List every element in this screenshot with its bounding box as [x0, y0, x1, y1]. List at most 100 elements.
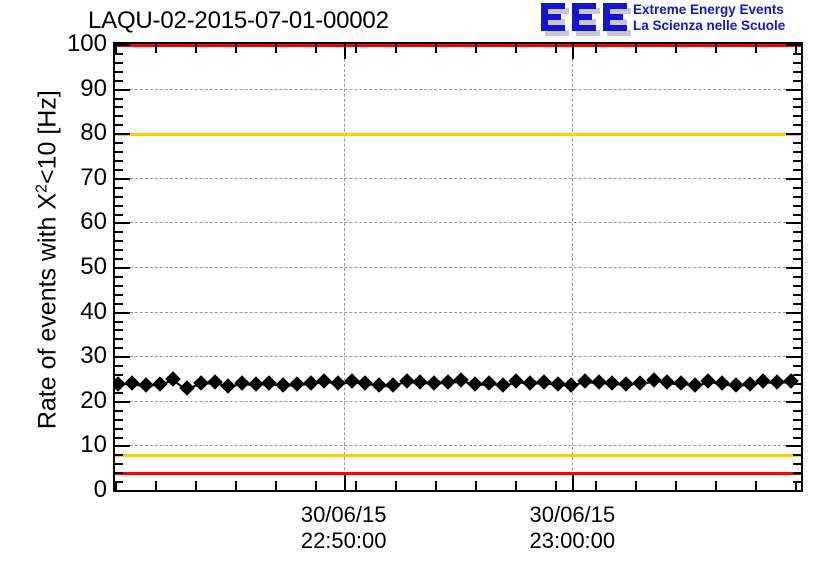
upper-yellow-threshold	[115, 133, 801, 137]
y-tick-minor-58	[115, 231, 123, 234]
y-tick-label-0: 0	[93, 476, 107, 503]
y-tick-minor-92	[115, 79, 123, 82]
x-tick-top-minor	[235, 44, 237, 53]
data-point-marker	[289, 376, 305, 392]
y-tick-label-70: 70	[80, 163, 107, 191]
y-tick-minor-62	[115, 213, 123, 216]
x-tick-label-time: 22:50:00	[300, 528, 387, 553]
x-tick-label-date: 30/06/15	[300, 502, 387, 527]
y-tick-right-minor-52	[793, 258, 801, 261]
data-point-marker	[453, 372, 470, 389]
x-tick-top-minor	[195, 44, 197, 53]
y-tick-minor-6	[115, 463, 123, 466]
data-point-marker	[261, 375, 278, 391]
y-tick-right-minor-68	[793, 186, 801, 189]
y-tick-right-minor-34	[793, 338, 801, 341]
data-point-marker	[385, 377, 401, 393]
x-tick-minor	[755, 481, 758, 490]
y-tick-right-minor-46	[793, 284, 801, 287]
eee-logo-letter-3	[603, 3, 627, 31]
x-tick-minor	[435, 481, 438, 490]
y-tick-right-minor-88	[793, 97, 801, 100]
eee-logo-letter-2	[572, 3, 596, 31]
data-point-marker	[275, 376, 291, 393]
x-tick-major-10	[343, 475, 346, 490]
y-tick-minor-18	[115, 409, 123, 412]
eee-logo-mark	[541, 3, 631, 36]
x-tick-label: 30/06/15 23:00:00	[482, 502, 662, 554]
y-tick-minor-94	[115, 70, 123, 73]
x-tick-top-minor	[315, 44, 318, 53]
data-point-marker	[741, 376, 758, 392]
x-tick-minor	[515, 481, 518, 490]
y-tick-right-minor-58	[793, 231, 801, 234]
eee-logo-shadow-3	[607, 8, 631, 36]
y-tick-minor-54	[115, 249, 123, 252]
y-axis-title-post: <10 [Hz]	[33, 90, 62, 185]
y-tick-right-minor-86	[793, 106, 801, 109]
y-tick-minor-38	[115, 320, 123, 323]
y-tick-right-major-40	[786, 311, 801, 314]
y-tick-major-60	[115, 222, 130, 225]
data-point-marker	[673, 375, 689, 392]
y-tick-right-major-60	[786, 222, 801, 225]
x-tick-label-date: 30/06/15	[529, 502, 616, 527]
y-tick-right-minor-78	[793, 142, 801, 145]
y-tick-minor-4	[115, 472, 123, 475]
y-tick-right-minor-8	[793, 454, 801, 457]
y-tick-minor-68	[115, 186, 123, 189]
y-tick-minor-2	[115, 481, 123, 484]
data-point-marker	[439, 373, 456, 390]
x-tick-top-minor	[515, 44, 518, 53]
y-tick-right-major-100	[786, 44, 801, 46]
y-tick-right-major-90	[786, 88, 801, 91]
data-point-marker	[206, 374, 223, 390]
x-tick-label: 30/06/15 22:50:00	[254, 502, 434, 554]
x-tick-label-time: 23:00:00	[529, 528, 616, 553]
data-point-marker	[115, 376, 127, 393]
lower-red-threshold	[115, 472, 801, 476]
y-tick-label-30: 30	[80, 342, 107, 370]
y-tick-right-minor-4	[793, 472, 801, 475]
data-point-marker	[728, 377, 744, 393]
y-tick-minor-48	[115, 275, 123, 278]
y-tick-label-10: 10	[80, 431, 107, 459]
y-tick-right-minor-76	[793, 151, 801, 153]
y-tick-major-50	[115, 267, 130, 269]
y-tick-label-60: 60	[80, 208, 107, 236]
y-tick-minor-76	[115, 151, 123, 153]
y-tick-right-minor-18	[793, 409, 801, 412]
x-tick-minor	[275, 481, 278, 490]
y-axis-title-superscript: 2	[33, 184, 51, 193]
data-point-marker	[302, 375, 319, 391]
y-tick-right-minor-16	[793, 418, 801, 421]
y-tick-major-20	[115, 400, 130, 403]
data-point-marker	[124, 374, 140, 391]
y-tick-major-90	[115, 88, 130, 91]
y-tick-minor-36	[115, 329, 123, 332]
y-tick-minor-14	[115, 427, 123, 430]
data-point-marker	[220, 377, 236, 394]
data-point-marker	[563, 376, 579, 393]
y-tick-label-80: 80	[80, 119, 107, 147]
data-point-marker	[714, 375, 730, 391]
y-tick-label-40: 40	[80, 297, 107, 325]
x-tick-top-minor	[755, 44, 758, 53]
eee-logo-shadow-2	[576, 8, 600, 36]
data-point-marker	[138, 377, 154, 393]
y-tick-right-minor-64	[793, 204, 801, 207]
x-tick-minor	[355, 481, 358, 490]
y-tick-minor-16	[115, 418, 123, 421]
x-tick-minor	[675, 481, 678, 490]
data-point-marker	[481, 375, 497, 392]
y-tick-right-major-70	[786, 177, 801, 180]
data-point-marker	[234, 374, 250, 391]
plot-area	[115, 44, 801, 490]
y-tick-right-minor-14	[793, 427, 801, 430]
x-tick-minor	[115, 481, 117, 490]
y-tick-right-minor-22	[793, 391, 801, 394]
y-tick-minor-66	[115, 195, 123, 198]
y-tick-right-minor-96	[793, 61, 801, 64]
y-tick-right-minor-56	[793, 240, 801, 243]
data-point-marker	[577, 372, 593, 389]
